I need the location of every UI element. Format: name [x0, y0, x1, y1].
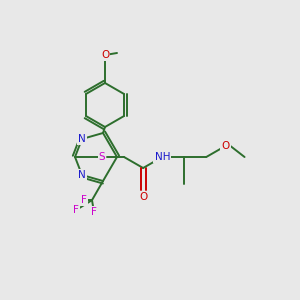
Text: O: O: [101, 50, 109, 60]
Text: F: F: [81, 195, 87, 205]
Text: N: N: [78, 170, 86, 180]
Text: O: O: [139, 192, 147, 202]
Text: F: F: [91, 207, 97, 217]
Text: F: F: [73, 205, 79, 215]
Text: S: S: [99, 152, 105, 162]
Text: N: N: [78, 134, 86, 144]
Text: O: O: [221, 141, 230, 151]
Text: NH: NH: [154, 152, 170, 162]
